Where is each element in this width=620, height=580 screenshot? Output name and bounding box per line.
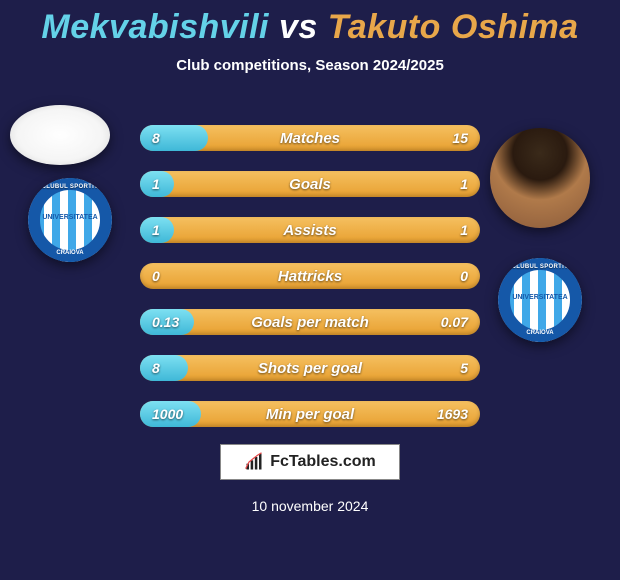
- stat-value-left: 8: [152, 130, 160, 146]
- badge-top-text: CLUBUL SPORTIV: [498, 264, 582, 270]
- player2-club-badge: CLUBUL SPORTIV UNIVERSITATEA CRAIOVA: [498, 258, 582, 342]
- badge-bottom-text: CRAIOVA: [498, 330, 582, 336]
- date-text: 10 november 2024: [0, 498, 620, 514]
- stat-value-right: 1: [460, 176, 468, 192]
- badge-mid-text: UNIVERSITATEA: [498, 294, 582, 301]
- player1-name: Mekvabishvili: [41, 8, 269, 46]
- stat-label: Hattricks: [278, 268, 342, 285]
- stat-value-right: 0: [460, 268, 468, 284]
- stat-row: 1 Assists 1: [140, 217, 480, 243]
- stat-row: 8 Shots per goal 5: [140, 355, 480, 381]
- stat-fill-left: [140, 355, 188, 381]
- stat-value-right: 0.07: [441, 314, 468, 330]
- vs-separator: vs: [279, 8, 318, 46]
- stat-value-left: 1: [152, 222, 160, 238]
- brand-logo-box: FcTables.com: [220, 444, 400, 480]
- stat-label: Matches: [280, 130, 340, 147]
- player1-avatar: [10, 105, 110, 165]
- stat-row: 0.13 Goals per match 0.07: [140, 309, 480, 335]
- stat-value-left: 1000: [152, 406, 183, 422]
- stat-label: Shots per goal: [258, 360, 362, 377]
- stat-row: 0 Hattricks 0: [140, 263, 480, 289]
- stat-label: Goals per match: [251, 314, 369, 331]
- player1-club-badge: CLUBUL SPORTIV UNIVERSITATEA CRAIOVA: [28, 178, 112, 262]
- stat-row: 1000 Min per goal 1693: [140, 401, 480, 427]
- player2-name: Takuto Oshima: [328, 8, 579, 46]
- stat-row: 8 Matches 15: [140, 125, 480, 151]
- badge-mid-text: UNIVERSITATEA: [28, 214, 112, 221]
- stats-container: 8 Matches 15 1 Goals 1 1 Assists 1 0 Hattricks 0 0.1…: [140, 125, 480, 447]
- stat-value-left: 1: [152, 176, 160, 192]
- badge-bottom-text: CRAIOVA: [28, 250, 112, 256]
- stat-value-right: 15: [452, 130, 468, 146]
- comparison-title: Mekvabishvili vs Takuto Oshima: [0, 0, 620, 47]
- stat-label: Assists: [283, 222, 336, 239]
- stat-value-left: 0: [152, 268, 160, 284]
- stat-value-right: 5: [460, 360, 468, 376]
- stat-value-left: 8: [152, 360, 160, 376]
- stat-value-left: 0.13: [152, 314, 179, 330]
- stat-label: Goals: [289, 176, 331, 193]
- brand-text: FcTables.com: [270, 453, 376, 471]
- stat-fill-left: [140, 125, 208, 151]
- stat-value-right: 1693: [437, 406, 468, 422]
- bar-chart-icon: [244, 452, 264, 472]
- badge-top-text: CLUBUL SPORTIV: [28, 184, 112, 190]
- subtitle: Club competitions, Season 2024/2025: [0, 57, 620, 74]
- stat-row: 1 Goals 1: [140, 171, 480, 197]
- stat-value-right: 1: [460, 222, 468, 238]
- player2-avatar: [490, 128, 590, 228]
- stat-label: Min per goal: [266, 406, 354, 423]
